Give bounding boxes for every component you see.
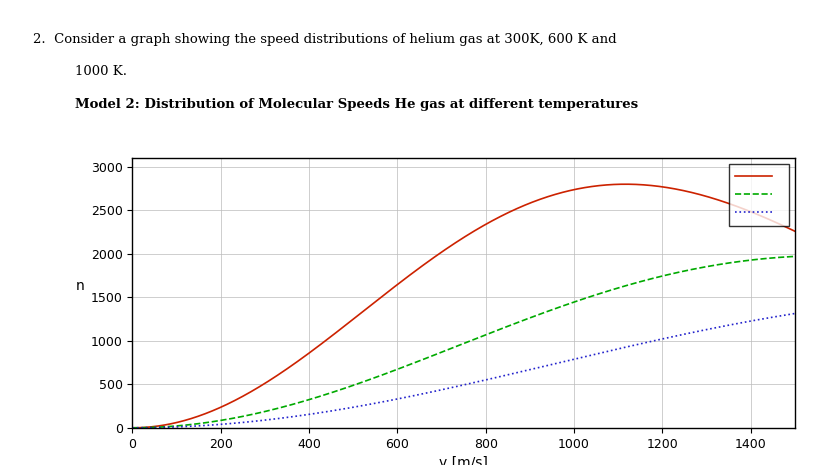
Text: 1000 K.: 1000 K.	[74, 65, 127, 78]
Legend: , , : , ,	[728, 164, 787, 226]
Text: Model 2: Distribution of Molecular Speeds He gas at different temperatures: Model 2: Distribution of Molecular Speed…	[74, 98, 637, 111]
X-axis label: v [m/s]: v [m/s]	[438, 456, 488, 465]
Y-axis label: n: n	[75, 279, 84, 293]
Text: 2.  Consider a graph showing the speed distributions of helium gas at 300K, 600 : 2. Consider a graph showing the speed di…	[33, 33, 616, 46]
